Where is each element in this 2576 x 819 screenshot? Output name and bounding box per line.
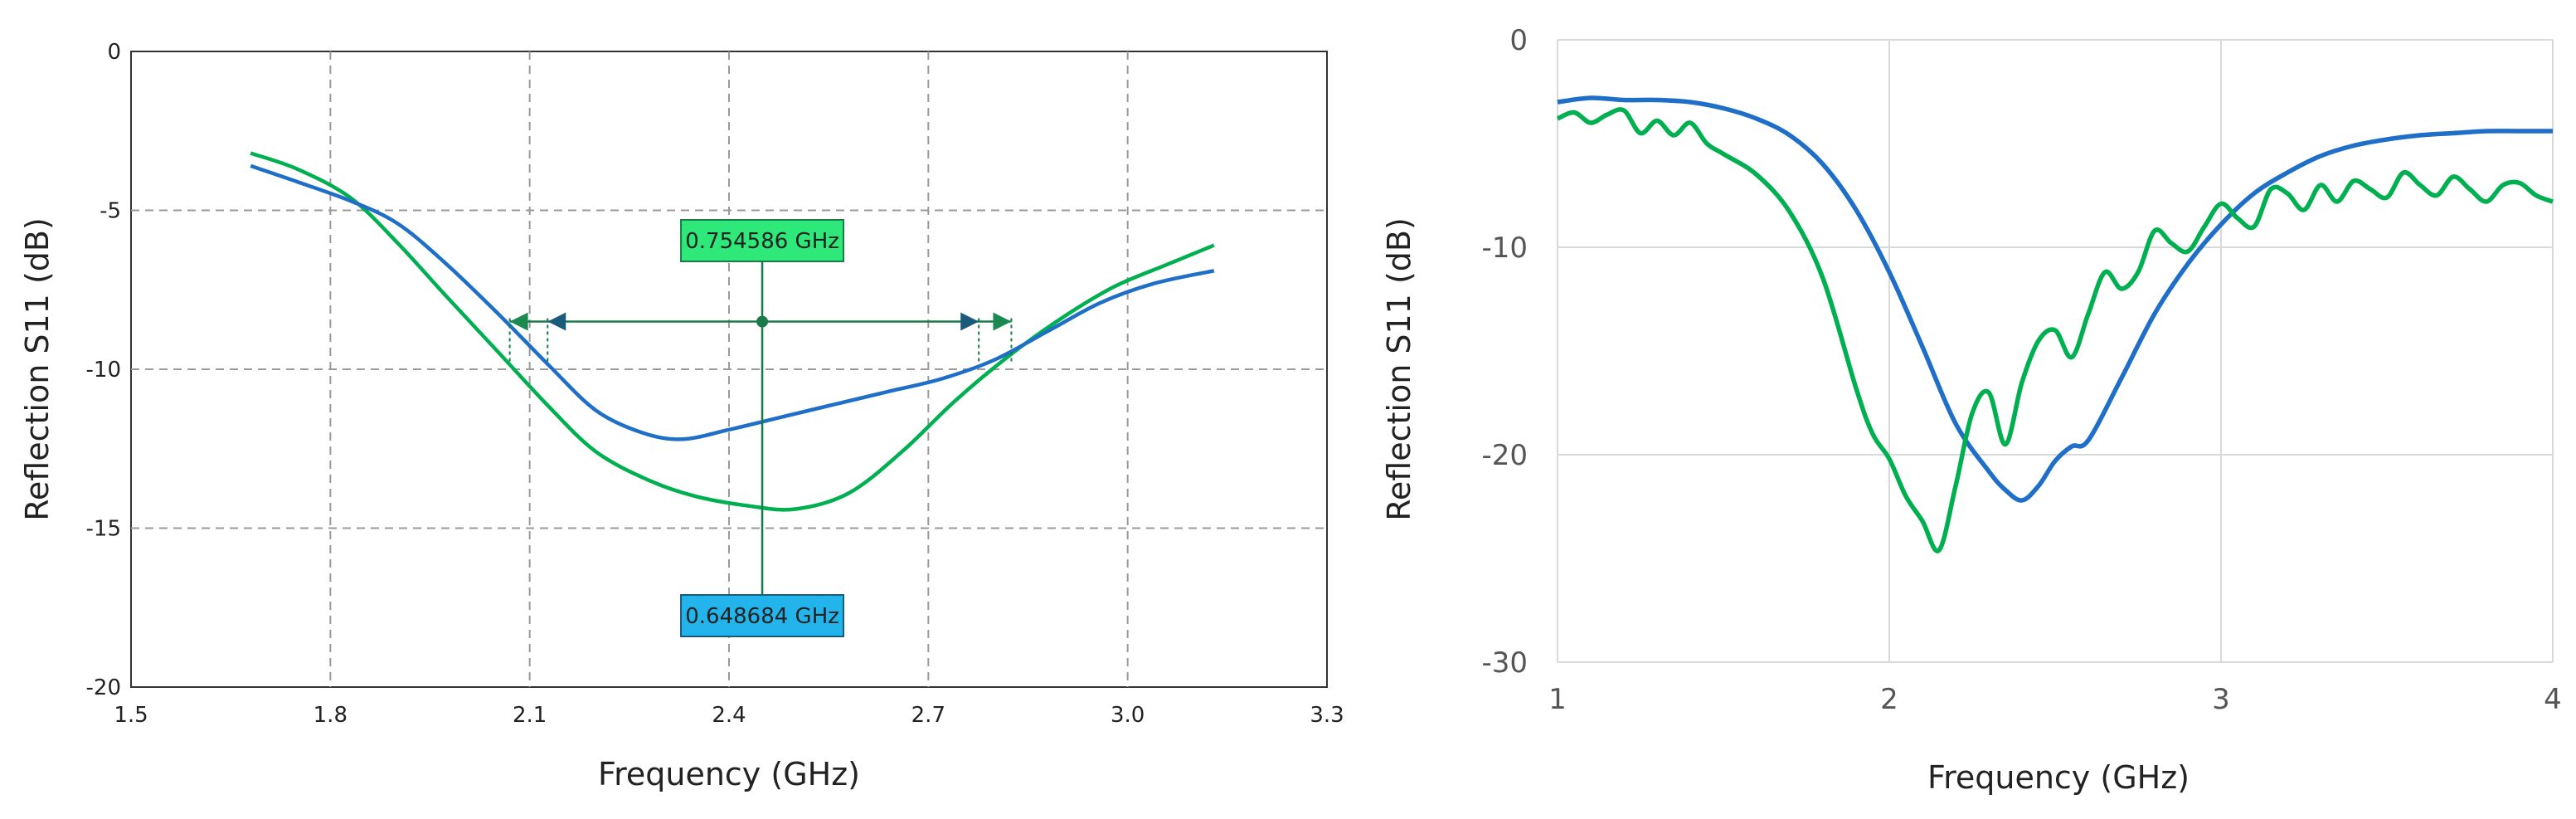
right-x-axis-title: Frequency (GHz) — [1927, 759, 2190, 796]
left-x-tick-label: 2.7 — [911, 703, 945, 728]
right-y-tick-label: -10 — [1481, 232, 1528, 265]
left-y-tick-label: -5 — [100, 199, 121, 224]
left-x-tick-label: 1.5 — [114, 703, 148, 728]
right-y-axis-title: Reflection S11 (dB) — [1381, 217, 1417, 521]
marker-center-dot — [756, 315, 769, 328]
left-x-axis-title: Frequency (GHz) — [598, 756, 860, 792]
right-grid — [1557, 39, 2554, 663]
left-y-axis-title: Reflection S11 (dB) — [19, 217, 56, 521]
right-y-tick-label: -20 — [1481, 439, 1528, 472]
left-x-tick-label: 2.4 — [712, 703, 746, 728]
right-ticks: 1 2 3 4 0 -10 -20 -30 — [1481, 24, 2561, 716]
left-y-tick-label: -15 — [86, 517, 121, 542]
left-x-tick-label: 1.8 — [313, 703, 348, 728]
left-series-line-1 — [250, 151, 1215, 512]
left-x-tick-label: 2.1 — [513, 703, 547, 728]
blue-right-arrow — [960, 312, 979, 331]
right-y-tick-label: 0 — [1509, 24, 1528, 57]
right-y-tick-label: -30 — [1481, 646, 1528, 680]
right-x-tick-label: 1 — [1548, 683, 1567, 716]
left-y-tick-label: -10 — [86, 358, 121, 383]
left-y-tick-label: -20 — [86, 675, 121, 700]
right-x-tick-label: 4 — [2544, 683, 2562, 716]
left-series — [250, 151, 1215, 512]
left-x-tick-label: 3.0 — [1111, 703, 1145, 728]
green-bandwidth-label: 0.754586 GHz — [685, 229, 839, 254]
right-series-line-2 — [1556, 107, 2554, 553]
right-x-tick-label: 2 — [1880, 683, 1898, 716]
right-x-tick-label: 3 — [2212, 683, 2230, 716]
left-markers: 0.754586 GHz 0.648684 GHz — [508, 219, 1013, 637]
left-ticks: 1.5 1.8 2.1 2.4 2.7 3.0 3.3 0 -5 -10 -15 -20 — [86, 40, 1344, 728]
right-chart: 1 2 3 4 0 -10 -20 -30 Frequency (GHz) Reflectio… — [1381, 24, 2562, 796]
left-x-tick-label: 3.3 — [1310, 703, 1344, 728]
left-chart: 1.5 1.8 2.1 2.4 2.7 3.0 3.3 0 -5 -10 -15 -20 0.7545… — [19, 40, 1344, 792]
left-grid — [131, 51, 1327, 687]
blue-left-arrow — [547, 312, 566, 331]
blue-bandwidth-label: 0.648684 GHz — [685, 604, 839, 629]
green-bandwidth-box — [680, 219, 845, 262]
blue-bandwidth-box — [680, 594, 845, 637]
right-series — [1556, 95, 2554, 553]
right-series-line-1 — [1557, 95, 2553, 503]
green-left-arrow — [509, 312, 528, 331]
left-series-line-2 — [250, 163, 1215, 441]
left-y-tick-label: 0 — [107, 40, 121, 65]
green-right-arrow — [993, 312, 1012, 331]
